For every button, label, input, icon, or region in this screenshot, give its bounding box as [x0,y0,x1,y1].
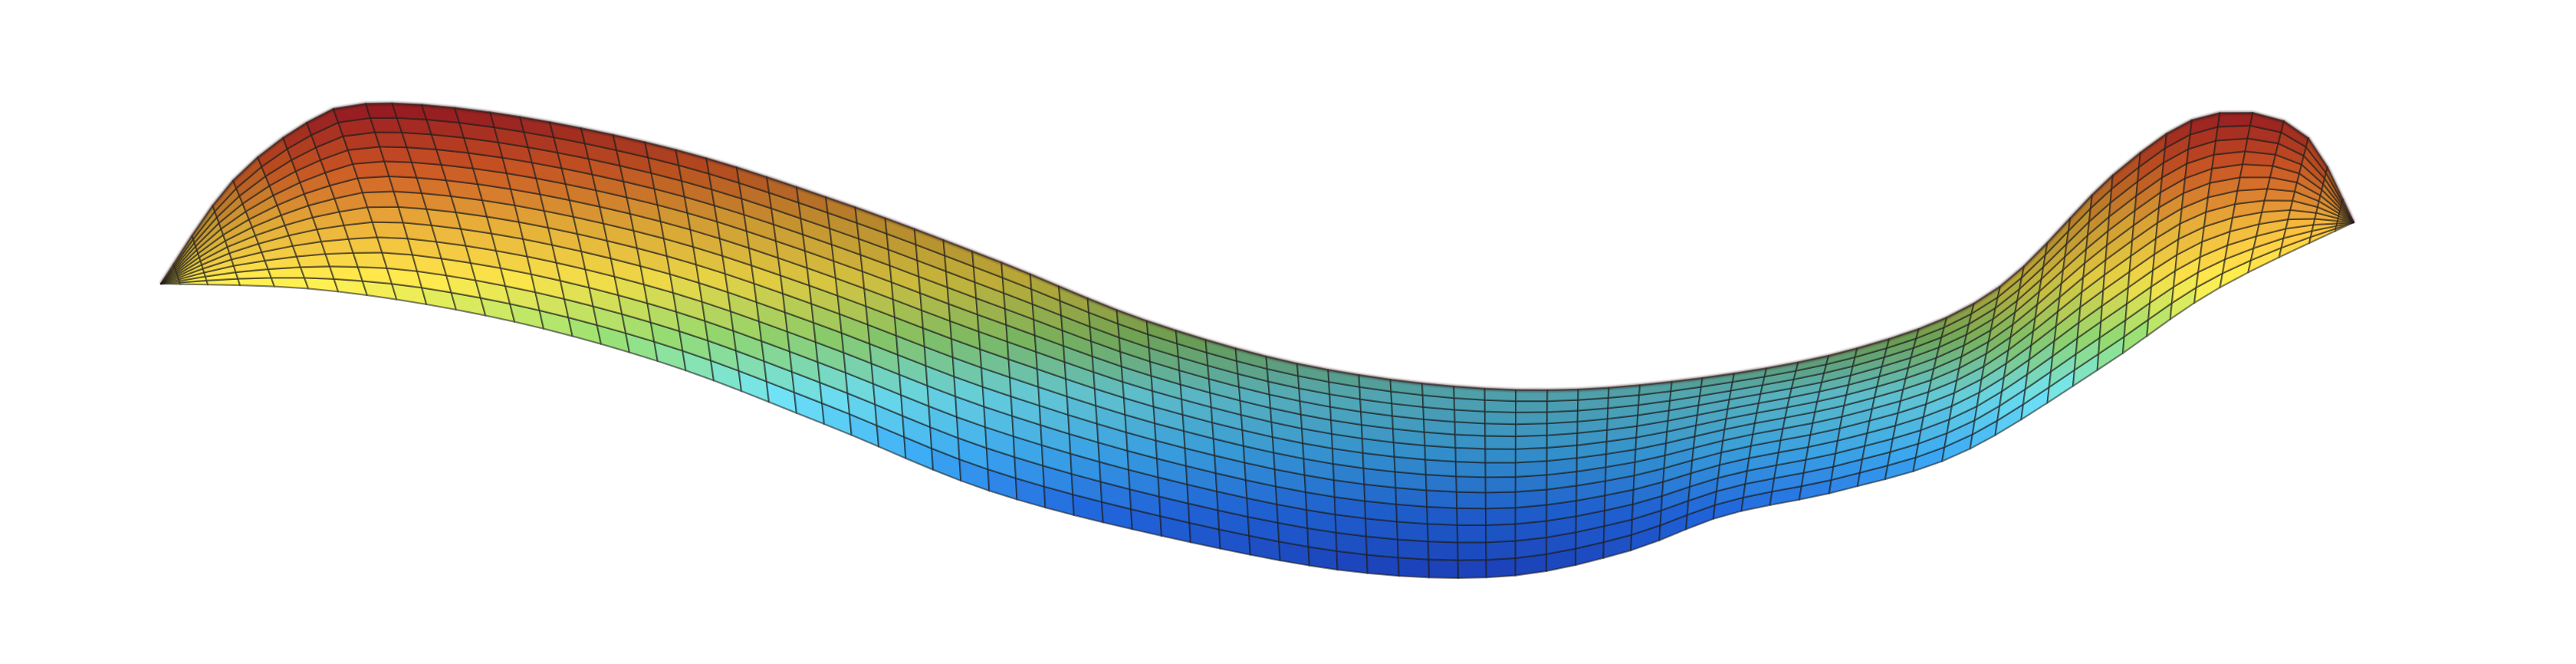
mesh-cell [1514,459,1548,478]
mesh-cell [1454,460,1487,478]
mesh-cell [1428,558,1460,580]
mesh-cell [1456,524,1487,544]
mesh-cell [2236,176,2272,192]
mesh-cell [1484,422,1517,438]
mesh-cell [1514,434,1549,450]
mesh-cell [1484,462,1517,478]
mesh-cell [1455,475,1487,494]
mesh-cell [299,265,335,280]
mesh-cell [2216,112,2254,128]
mesh-cell [324,251,359,268]
mesh-cell [1457,541,1487,561]
mesh-cell [1485,540,1516,561]
mesh-cell [1484,435,1517,450]
mesh-cell [1484,475,1517,494]
mesh-cell [1457,558,1487,580]
mesh-cell [1484,399,1517,414]
mesh-cell [376,236,414,256]
mesh-cell [1397,557,1431,579]
mesh-cell [371,221,409,240]
mesh-cell [361,190,399,209]
mesh-cell [1395,521,1429,543]
mesh-cell [352,251,388,269]
mesh-cell [1514,474,1548,493]
mesh-cell [1484,448,1517,464]
mesh-cell [1454,433,1487,450]
mesh-cell [1427,540,1459,561]
mesh-cell [1485,557,1516,579]
mesh-cell [1424,473,1458,493]
mesh-cell [1484,410,1517,426]
mesh-cell [2261,199,2294,213]
mesh-cell [356,175,395,194]
mesh-cell [1454,446,1487,464]
mesh-cell [1426,523,1459,544]
mesh-cell [2215,124,2252,142]
mesh-cell [1514,446,1548,464]
mesh-cell [1426,505,1458,526]
mesh-cell [1514,422,1549,438]
mesh-cell [1514,411,1549,426]
mesh-cell [1425,489,1458,509]
surface-mesh [159,101,2355,580]
surface-ridge-edge [159,101,2355,392]
mesh-cell [1396,538,1430,560]
mesh-cell [270,277,310,290]
mesh-cell [1484,506,1516,527]
mesh-cell [304,277,340,293]
mesh-cell [366,205,404,224]
mesh-cell [1456,507,1487,527]
mesh-cell [1485,523,1516,544]
mesh-cell [1514,399,1549,414]
mesh-cell [1484,491,1516,510]
mesh-cell [1455,491,1487,510]
